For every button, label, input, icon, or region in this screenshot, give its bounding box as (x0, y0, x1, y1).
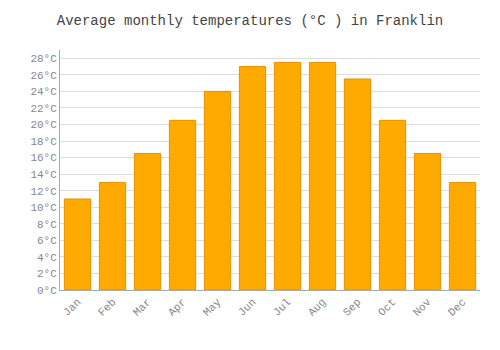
svg-text:Average monthly temperatures (: Average monthly temperatures (°C ) in Fr… (57, 13, 443, 29)
svg-text:10°C: 10°C (30, 202, 57, 214)
svg-text:18°C: 18°C (30, 136, 57, 148)
svg-text:Oct: Oct (376, 296, 398, 318)
svg-text:0°C: 0°C (37, 285, 57, 297)
svg-text:28°C: 28°C (30, 53, 57, 65)
svg-text:Apr: Apr (166, 296, 188, 318)
svg-text:12°C: 12°C (30, 186, 57, 198)
svg-text:8°C: 8°C (37, 219, 57, 231)
svg-text:20°C: 20°C (30, 119, 57, 131)
svg-text:Feb: Feb (96, 296, 118, 318)
svg-text:24°C: 24°C (30, 86, 57, 98)
svg-text:Jun: Jun (236, 296, 258, 318)
svg-text:Mar: Mar (131, 296, 153, 318)
svg-text:May: May (201, 296, 224, 319)
svg-text:14°C: 14°C (30, 169, 57, 181)
svg-text:22°C: 22°C (30, 103, 57, 115)
svg-text:26°C: 26°C (30, 70, 57, 82)
svg-text:Aug: Aug (306, 296, 328, 318)
svg-text:Nov: Nov (411, 296, 434, 319)
svg-text:Jul: Jul (271, 296, 293, 318)
svg-text:Sep: Sep (341, 296, 363, 318)
svg-text:4°C: 4°C (37, 252, 57, 264)
svg-text:16°C: 16°C (30, 152, 57, 164)
svg-text:Dec: Dec (446, 296, 468, 318)
svg-text:2°C: 2°C (37, 268, 57, 280)
svg-text:Jan: Jan (61, 296, 83, 318)
svg-text:6°C: 6°C (37, 235, 57, 247)
